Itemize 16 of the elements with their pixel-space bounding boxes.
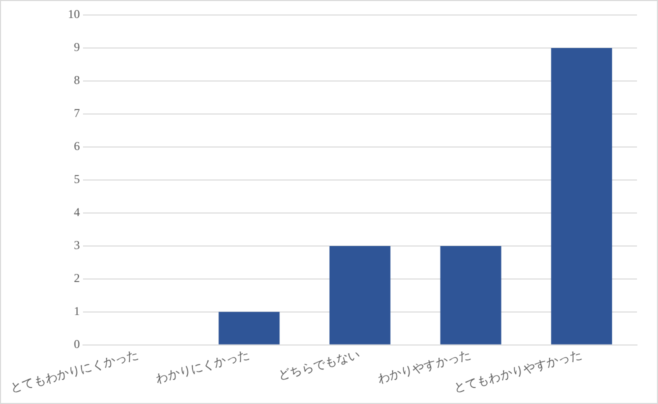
y-tick-label: 10: [68, 7, 80, 22]
bar: [551, 48, 612, 344]
bar: [218, 312, 280, 344]
bar: [440, 246, 502, 344]
y-tick-label: 4: [74, 205, 80, 220]
x-tick-label: わかりにくかった: [154, 347, 251, 386]
y-tick-label: 1: [74, 304, 80, 318]
y-tick-label: 6: [74, 139, 80, 154]
y-tick-label: 5: [74, 172, 80, 186]
y-tick-label: 2: [74, 271, 80, 286]
y-tick-label: 7: [74, 106, 80, 120]
bar: [329, 246, 390, 344]
x-tick-label: どちらでもない: [276, 347, 362, 383]
y-tick-label: 3: [74, 238, 80, 252]
y-tick-label: 9: [74, 40, 80, 54]
y-tick-label: 8: [74, 73, 80, 88]
